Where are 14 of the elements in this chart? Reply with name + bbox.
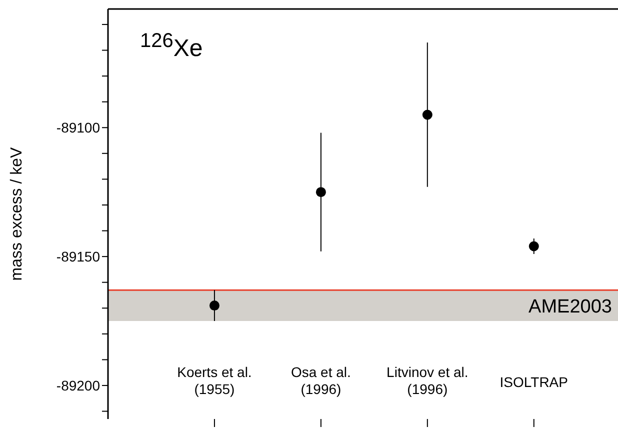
y-tick-label: -89150 (56, 248, 100, 265)
y-tick-label: -89200 (56, 377, 100, 394)
x-tick-label: Koerts et al. (1955) (177, 364, 252, 397)
band-label: AME2003 (528, 296, 612, 318)
y-tick-label: -89100 (56, 120, 100, 136)
point (422, 110, 432, 120)
x-tick-label: Litvinov et al. (1996) (386, 364, 468, 397)
y-axis-title: mass excess / keV (8, 146, 26, 281)
x-tick-label: Osa et al. (1996) (290, 364, 351, 397)
annotation: $^{126}$Xe (140, 30, 203, 63)
point (316, 187, 326, 198)
point (528, 241, 539, 252)
point (209, 300, 220, 311)
x-tick-label: ISOLTRAP (500, 374, 568, 390)
